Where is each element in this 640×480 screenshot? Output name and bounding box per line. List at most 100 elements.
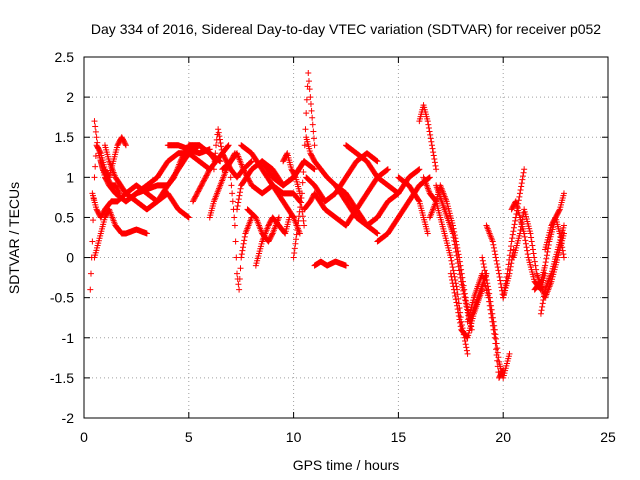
data-point bbox=[231, 214, 238, 221]
data-point bbox=[296, 208, 303, 215]
data-point bbox=[518, 223, 525, 230]
data-point bbox=[519, 216, 526, 223]
data-point bbox=[461, 294, 468, 301]
data-point bbox=[456, 316, 463, 323]
data-point bbox=[234, 270, 241, 277]
data-point bbox=[508, 238, 515, 245]
data-point bbox=[542, 262, 549, 269]
data-point bbox=[116, 190, 123, 197]
data-point bbox=[539, 303, 546, 310]
data-point bbox=[281, 229, 288, 236]
data-point bbox=[310, 128, 317, 135]
data-point bbox=[492, 331, 499, 338]
data-point bbox=[241, 237, 248, 244]
data-point bbox=[462, 297, 469, 304]
data-point bbox=[479, 257, 486, 264]
data-point bbox=[308, 107, 315, 114]
data-point bbox=[460, 290, 467, 297]
data-point bbox=[234, 202, 241, 209]
data-point bbox=[431, 159, 438, 166]
data-point bbox=[292, 240, 299, 247]
data-point bbox=[235, 281, 242, 288]
data-point bbox=[494, 260, 501, 267]
data-point bbox=[90, 217, 97, 224]
data-point bbox=[507, 247, 514, 254]
data-point bbox=[542, 259, 549, 266]
data-point bbox=[543, 252, 550, 259]
data-point bbox=[116, 189, 123, 196]
data-point bbox=[479, 286, 486, 293]
data-point bbox=[454, 306, 461, 313]
data-point bbox=[489, 310, 496, 317]
data-point bbox=[457, 274, 464, 281]
data-point bbox=[449, 260, 456, 267]
data-point bbox=[374, 230, 381, 237]
data-point bbox=[374, 158, 381, 165]
data-point bbox=[483, 273, 490, 280]
data-point bbox=[416, 166, 423, 173]
data-point bbox=[524, 247, 531, 254]
data-point bbox=[94, 139, 101, 146]
data-point bbox=[292, 173, 299, 180]
data-point bbox=[303, 110, 310, 117]
data-point bbox=[494, 345, 501, 352]
x-tick-label: 0 bbox=[80, 429, 88, 445]
data-point bbox=[494, 349, 501, 356]
data-point bbox=[306, 86, 313, 93]
x-axis-label: GPS time / hours bbox=[293, 457, 400, 473]
data-point bbox=[449, 280, 456, 287]
data-point bbox=[229, 190, 236, 197]
data-point bbox=[456, 267, 463, 274]
data-point bbox=[543, 255, 550, 262]
data-point bbox=[206, 146, 213, 153]
data-point bbox=[452, 296, 459, 303]
data-point bbox=[92, 123, 99, 130]
data-point bbox=[310, 135, 317, 142]
data-point bbox=[301, 158, 308, 165]
data-point bbox=[299, 179, 306, 186]
data-point bbox=[92, 128, 99, 135]
data-point bbox=[560, 254, 567, 261]
data-point bbox=[451, 237, 458, 244]
data-point bbox=[295, 213, 302, 220]
data-point bbox=[450, 267, 457, 274]
data-point bbox=[235, 199, 242, 206]
data-point bbox=[451, 289, 458, 296]
data-point bbox=[447, 270, 454, 277]
data-point bbox=[454, 302, 461, 309]
data-point bbox=[122, 141, 129, 148]
data-point bbox=[91, 174, 98, 181]
data-point bbox=[457, 319, 464, 326]
x-tick-label: 15 bbox=[391, 429, 407, 445]
data-point bbox=[89, 238, 96, 245]
data-point bbox=[87, 270, 94, 277]
data-point bbox=[234, 206, 241, 213]
data-point bbox=[143, 230, 150, 237]
data-point bbox=[557, 237, 564, 244]
data-point bbox=[539, 300, 546, 307]
data-point bbox=[462, 337, 469, 344]
data-point bbox=[303, 96, 310, 103]
data-point bbox=[231, 222, 238, 229]
data-point bbox=[449, 230, 456, 237]
data-point bbox=[560, 222, 567, 229]
data-point bbox=[236, 192, 243, 199]
data-point bbox=[503, 277, 510, 284]
data-point bbox=[216, 133, 223, 140]
data-point bbox=[501, 284, 508, 291]
data-point bbox=[224, 143, 231, 150]
data-point bbox=[519, 176, 526, 183]
data-point bbox=[463, 344, 470, 351]
data-point bbox=[560, 251, 567, 258]
data-point bbox=[541, 290, 548, 297]
data-point bbox=[215, 129, 222, 136]
data-point bbox=[87, 286, 94, 293]
data-point bbox=[493, 335, 500, 342]
data-point bbox=[428, 138, 435, 145]
data-point bbox=[302, 126, 309, 133]
data-point bbox=[237, 189, 244, 196]
data-point bbox=[229, 198, 236, 205]
data-point bbox=[504, 266, 511, 273]
data-point bbox=[489, 314, 496, 321]
data-point bbox=[297, 204, 304, 211]
